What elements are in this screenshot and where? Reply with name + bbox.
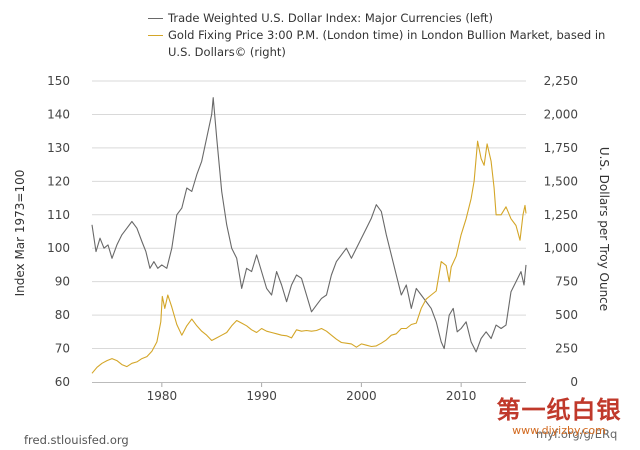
source-link[interactable]: fred.stlouisfed.org [24, 433, 129, 447]
watermark-url: www.diyizby.com [512, 424, 606, 437]
left-tick-label: 110 [47, 208, 70, 222]
right-tick-label: 0 [570, 375, 578, 389]
legend-swatch-dollar-index [148, 18, 163, 19]
right-tick-label: 1,250 [544, 208, 578, 222]
right-tick-label: 1,000 [544, 241, 578, 255]
right-tick-label: 250 [555, 342, 578, 356]
legend-item-gold-price: Gold Fixing Price 3:00 P.M. (London time… [148, 27, 618, 61]
x-tick-label: 2010 [446, 389, 477, 403]
right-tick-label: 750 [555, 275, 578, 289]
right-tick-label: 1,500 [544, 174, 578, 188]
x-axis-ticks: 1980 1990 2000 2010 [147, 382, 477, 403]
legend: Trade Weighted U.S. Dollar Index: Major … [148, 10, 618, 61]
left-tick-label: 60 [55, 375, 70, 389]
left-tick-label: 90 [55, 275, 70, 289]
legend-swatch-gold-price [148, 35, 163, 36]
left-tick-label: 140 [47, 107, 70, 121]
left-tick-label: 150 [47, 74, 70, 88]
right-axis-label: U.S. Dollars per Troy Ounce [597, 146, 611, 312]
left-axis-label: Index Mar 1973=100 [13, 169, 27, 297]
legend-label-dollar-index: Trade Weighted U.S. Dollar Index: Major … [168, 11, 493, 25]
right-tick-label: 1,750 [544, 141, 578, 155]
left-tick-label: 100 [47, 241, 70, 255]
left-tick-label: 80 [55, 308, 70, 322]
right-tick-label: 2,000 [544, 107, 578, 121]
series-lines [91, 97, 527, 374]
left-tick-label: 70 [55, 342, 70, 356]
right-tick-label: 500 [555, 308, 578, 322]
right-tick-label: 2,250 [544, 74, 578, 88]
gridlines [92, 80, 526, 350]
watermark: 第一纸白银 www.diyizby.com [484, 396, 634, 437]
x-tick-label: 1980 [147, 389, 178, 403]
x-tick-label: 1990 [246, 389, 277, 403]
x-tick-label: 2000 [346, 389, 377, 403]
partial-url-text: myf.org/g/ERq [536, 427, 618, 441]
series-line-dollar-index [91, 97, 527, 353]
watermark-title: 第一纸白银 [496, 396, 622, 424]
left-tick-label: 130 [47, 141, 70, 155]
left-axis-ticks: 60 70 80 90 100 110 120 130 140 150 [47, 74, 70, 389]
right-axis-ticks: 0 250 500 750 1,000 1,250 1,500 1,750 2,000 2,250 [544, 74, 578, 389]
legend-label-gold-price: Gold Fixing Price 3:00 P.M. (London time… [168, 28, 606, 59]
legend-item-dollar-index: Trade Weighted U.S. Dollar Index: Major … [148, 10, 618, 27]
series-line-gold-price [91, 140, 527, 374]
left-tick-label: 120 [47, 174, 70, 188]
